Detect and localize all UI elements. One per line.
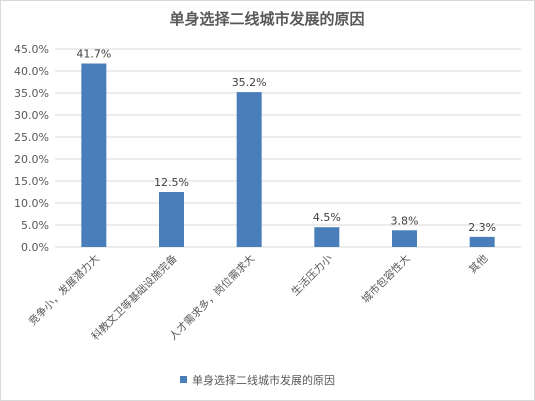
y-axis-ticks: 0.0% 5.0% 10.0% 15.0% 20.0% 25.0% 30.0% 35.0% 40…: [14, 43, 49, 254]
y-tick-label: 15.0%: [14, 175, 49, 188]
gridlines: [55, 48, 521, 248]
legend-label: 单身选择二线城市发展的原因: [192, 373, 335, 387]
bar: [314, 227, 340, 247]
data-label: 3.8%: [391, 214, 419, 227]
x-category-label: 生活压力小: [289, 252, 336, 299]
x-category-label: 竞争小，发展潜力大: [26, 252, 102, 328]
bars: [81, 63, 495, 248]
chart-title: 单身选择二线城市发展的原因: [169, 10, 364, 28]
bar: [81, 63, 107, 247]
data-label: 35.2%: [232, 76, 267, 89]
data-label: 2.3%: [468, 221, 496, 234]
legend: 单身选择二线城市发展的原因: [180, 373, 335, 387]
bar: [392, 230, 417, 247]
x-category-label: 城市包容性大: [359, 252, 413, 306]
y-tick-label: 10.0%: [14, 197, 49, 210]
y-tick-label: 30.0%: [14, 109, 49, 122]
x-category-label: 科教文卫等基础设施完备: [89, 252, 180, 343]
data-label: 12.5%: [154, 176, 189, 189]
data-labels: 41.7% 12.5% 35.2% 4.5% 3.8% 2.3%: [76, 48, 496, 234]
x-category-label: 人才需求多，岗位需求大: [166, 252, 257, 343]
y-tick-label: 35.0%: [14, 87, 49, 100]
x-category-label: 其他: [466, 252, 490, 276]
data-label: 41.7%: [76, 48, 111, 61]
bar: [236, 92, 262, 248]
bar: [469, 236, 495, 247]
y-tick-label: 5.0%: [21, 219, 49, 232]
bar: [159, 192, 184, 247]
y-tick-label: 40.0%: [14, 65, 49, 78]
y-tick-label: 0.0%: [21, 241, 49, 254]
data-label: 4.5%: [313, 211, 341, 224]
legend-swatch: [180, 376, 187, 383]
y-tick-label: 20.0%: [14, 153, 49, 166]
y-tick-label: 25.0%: [14, 131, 49, 144]
y-tick-label: 45.0%: [14, 43, 49, 56]
